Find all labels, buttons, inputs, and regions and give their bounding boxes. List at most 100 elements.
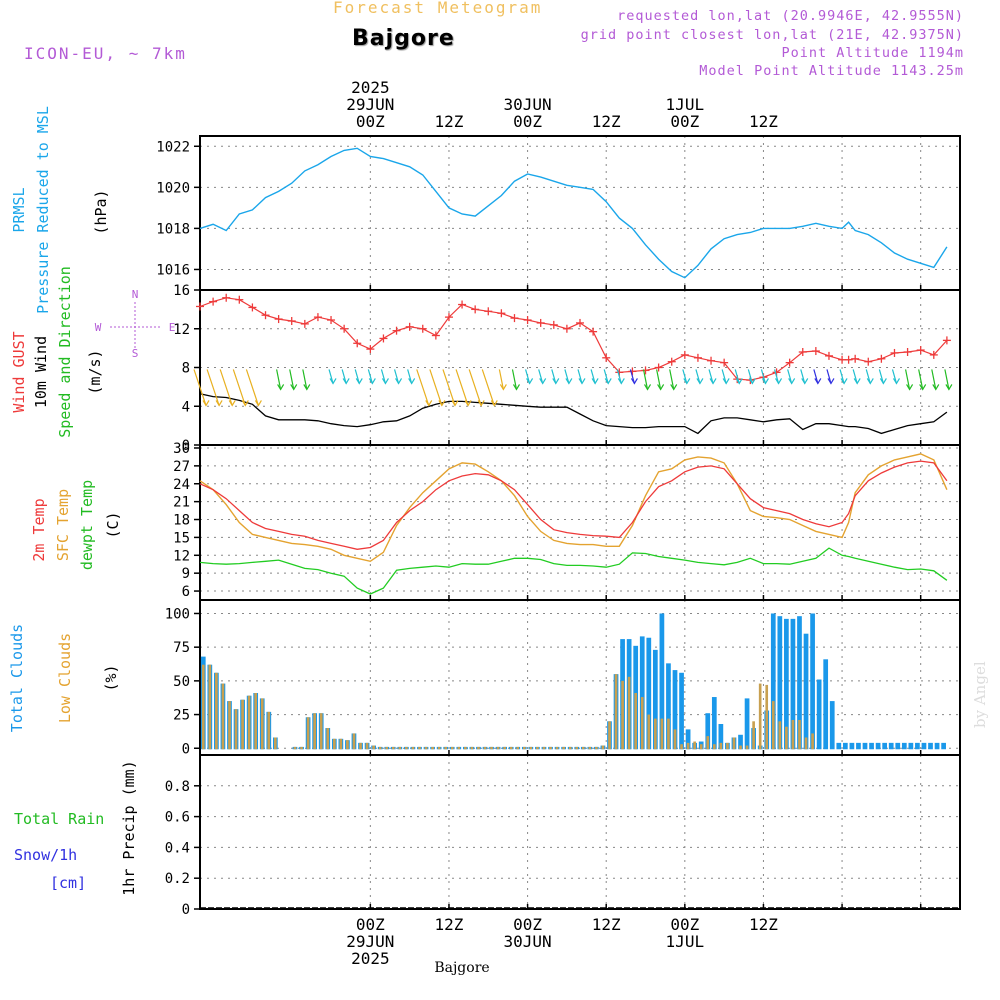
total-cloud-bar: [882, 742, 888, 750]
time-label-bottom: 30JUN: [504, 932, 552, 951]
wind-arrow-head: [202, 400, 210, 407]
time-label-bottom: 29JUN: [346, 932, 394, 951]
wind-arrow-head: [552, 378, 560, 385]
panel-3: 0 25 50 75 100: [165, 599, 961, 757]
low-cloud-bar: [732, 737, 736, 750]
gust-marker: [942, 336, 951, 345]
low-cloud-bar: [699, 744, 703, 750]
y-tick-label: 100: [165, 606, 190, 622]
wind-arrow-shaft: [891, 369, 898, 384]
low-cloud-bar: [588, 746, 592, 750]
wind-arrow-shaft: [416, 369, 430, 406]
wind-arrow-shaft: [577, 369, 583, 384]
total-cloud-bar: [790, 618, 796, 750]
low-cloud-bar: [293, 746, 297, 750]
wind-arrow-head: [381, 378, 389, 385]
y-tick-label: 27: [173, 459, 190, 475]
wind-arrow: [904, 369, 914, 391]
gust-marker: [444, 313, 453, 322]
wind-arrow-shaft: [747, 369, 753, 384]
label-snow-cm: [cm]: [50, 874, 86, 892]
y-tick-label: 0.4: [165, 840, 190, 856]
wind-arrow-head: [490, 400, 498, 407]
wind-arrow-shaft: [773, 369, 780, 384]
y-tick-label: 21: [173, 495, 190, 511]
wind-arrow: [813, 369, 822, 385]
label-total-clouds: Total Clouds: [8, 624, 26, 732]
low-cloud-bar: [450, 746, 454, 750]
low-cloud-bar: [654, 718, 657, 750]
wind-arrow: [354, 369, 363, 385]
gust-marker: [851, 354, 860, 363]
gust-marker: [340, 324, 349, 333]
low-cloud-bar: [529, 746, 533, 750]
wind-arrow: [276, 369, 285, 391]
total-cloud-bar: [784, 618, 789, 750]
total-cloud-bar: [738, 734, 743, 750]
wind-arrow: [800, 369, 809, 385]
low-cloud-bar: [385, 746, 389, 750]
low-cloud-bar: [326, 728, 330, 750]
wind-arrow: [481, 369, 498, 407]
time-label-top: 1JUL: [666, 95, 705, 114]
time-label-top: 2025: [351, 78, 390, 97]
wind-arrow: [616, 369, 625, 385]
total-cloud-bar: [777, 616, 783, 750]
gust-marker: [431, 331, 440, 340]
wind-arrow-head: [303, 384, 311, 391]
wind-arrow-head: [254, 400, 262, 407]
wind-arrow-shaft: [616, 369, 622, 384]
wind-arrow-shaft: [656, 369, 662, 390]
wind-arrow-shaft: [302, 369, 308, 390]
low-cloud-bar: [549, 746, 552, 750]
wind-arrow-head: [425, 400, 433, 407]
low-cloud-bar: [693, 741, 696, 750]
wind-arrow-head: [591, 378, 599, 385]
low-cloud-bar: [522, 746, 526, 750]
label-temp-unit: (C): [104, 511, 122, 538]
y-tick-label: 12: [173, 322, 190, 338]
wind-arrow: [773, 369, 783, 385]
wind-arrow-shaft: [367, 369, 373, 384]
total-cloud-bar: [797, 616, 802, 750]
total-cloud-bar: [705, 713, 711, 750]
gust-marker: [798, 348, 807, 356]
time-label-top: 29JUN: [346, 95, 394, 114]
total-cloud-bar: [856, 742, 861, 750]
low-cloud-bar: [726, 742, 729, 750]
wind-arrow: [669, 369, 678, 391]
total-cloud-bar: [908, 742, 914, 750]
panel-frame: [199, 444, 961, 601]
wind-arrow-shaft: [564, 369, 570, 384]
wind-arrow-shaft: [603, 369, 609, 384]
wind-arrow: [708, 369, 717, 385]
wind-arrow-shaft: [245, 369, 259, 406]
wind-arrow: [734, 369, 743, 385]
wind-arrow: [289, 369, 298, 391]
label-dewpt-temp: dewpt Temp: [78, 480, 96, 570]
gust-marker: [903, 348, 912, 356]
wind-arrow-shaft: [734, 369, 740, 384]
label-pressure-msl: Pressure Reduced to MSL: [34, 106, 52, 314]
wind-arrow-head: [215, 400, 223, 407]
wind-arrow: [590, 369, 599, 385]
total-cloud-bar: [659, 613, 665, 750]
wind-arrow-shaft: [931, 369, 937, 390]
low-cloud-bar: [739, 745, 742, 750]
low-cloud-bar: [483, 746, 487, 750]
wind-arrow: [429, 369, 446, 407]
wind-arrow: [656, 369, 665, 391]
low-cloud-bar: [346, 740, 349, 750]
total-cloud-bar: [666, 663, 671, 750]
y-tick-label: 0.8: [165, 779, 190, 795]
time-label-top: 00Z: [670, 112, 699, 131]
total-cloud-bar: [685, 729, 691, 750]
low-cloud-bar: [706, 736, 710, 750]
wind-arrow: [538, 369, 547, 385]
wind-arrow: [852, 369, 861, 385]
total-cloud-bar: [816, 679, 822, 750]
grid-point-coords: grid point closest lon,lat (21E, 42.9375…: [580, 27, 964, 43]
wind-arrow-shaft: [341, 369, 347, 384]
